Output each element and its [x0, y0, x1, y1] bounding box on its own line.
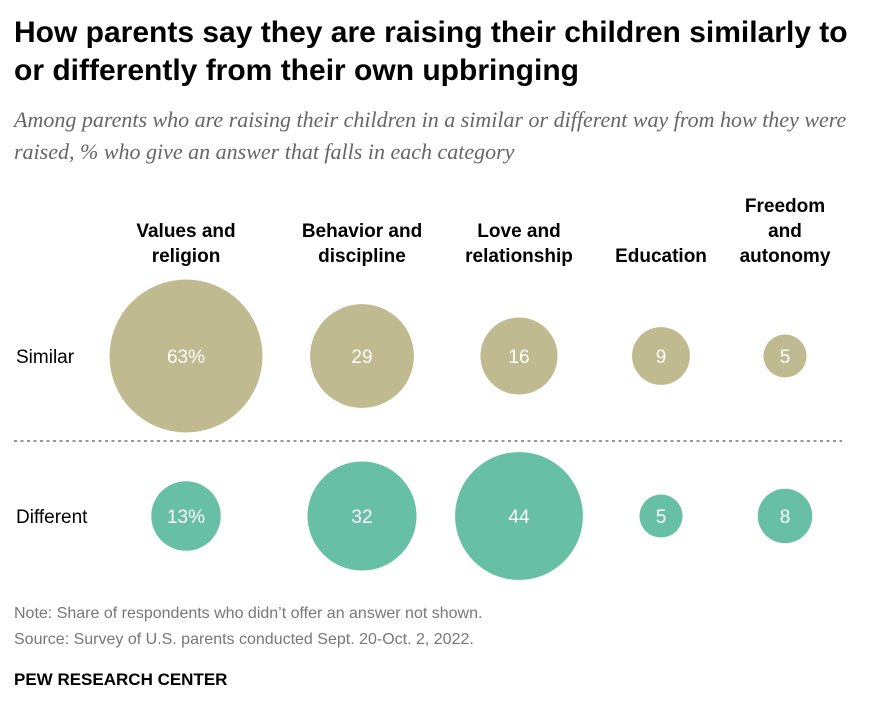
bubble-similar [109, 279, 263, 433]
bubble-similar [763, 334, 807, 378]
data-label: 13% [167, 507, 205, 528]
chart-source: Source: Survey of U.S. parents conducted… [14, 631, 474, 648]
bubble-similar [310, 304, 414, 408]
data-label: 44 [508, 507, 530, 528]
column-header-line: Love and [477, 221, 560, 242]
bubble-different [151, 481, 221, 551]
data-label: 16 [508, 347, 529, 368]
column-header-line: religion [152, 246, 221, 267]
column-header-line: Behavior and [302, 221, 422, 242]
bubble-different [307, 461, 417, 571]
row-label-different: Different [16, 507, 88, 528]
column-header-line: Freedom [745, 196, 825, 217]
bubble-similar [632, 327, 690, 385]
bubble-different [639, 494, 683, 538]
data-label: 63% [167, 347, 205, 368]
bubble-different [455, 452, 583, 580]
data-label: 9 [656, 347, 667, 368]
chart-title: How parents say they are raising their c… [14, 16, 848, 87]
brand-logo-text: PEW RESEARCH CENTER [14, 670, 228, 689]
data-label: 29 [351, 347, 372, 368]
data-label: 32 [351, 507, 372, 528]
bubble-similar [480, 317, 558, 395]
chart-subtitle: Among parents who are raising their chil… [14, 107, 847, 164]
data-label: 8 [780, 507, 791, 528]
column-header-line: relationship [465, 246, 573, 267]
row-label-similar: Similar [16, 347, 75, 368]
column-header-line: autonomy [740, 246, 831, 267]
data-label: 5 [780, 347, 791, 368]
chart-note: Note: Share of respondents who didn’t of… [14, 605, 483, 622]
data-label: 5 [656, 507, 667, 528]
column-header-line: Education [615, 246, 707, 267]
column-header-line: Values and [136, 221, 235, 242]
column-header-line: discipline [318, 246, 406, 267]
bubble-different [757, 488, 813, 544]
column-header-line: and [768, 221, 802, 242]
